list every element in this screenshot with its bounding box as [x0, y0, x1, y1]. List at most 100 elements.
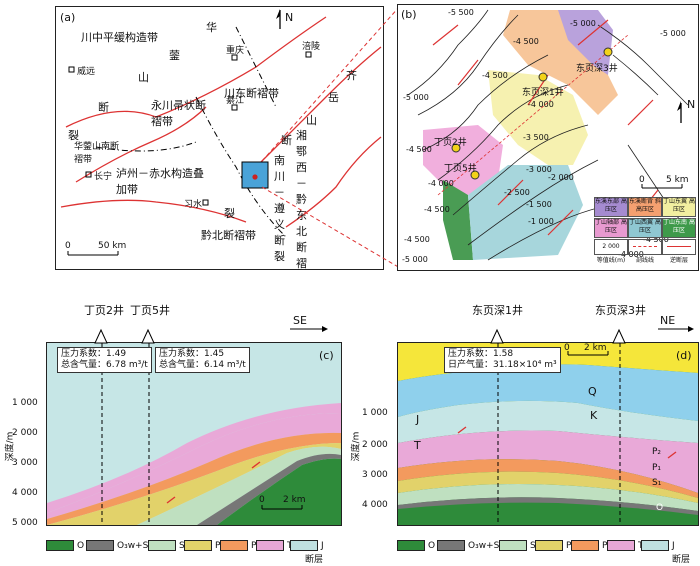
depth-tick: 5 000 [12, 518, 38, 528]
section-line-sample [628, 239, 662, 255]
depth-tick: 2 000 [362, 440, 388, 450]
region-label: 湘鄂西－黔东北断褶带 [296, 129, 307, 270]
well-label: 东页深3井 [576, 64, 618, 74]
scale-start: 0 [259, 495, 265, 505]
stratum-label: Q [588, 385, 597, 398]
contour-label: -5 500 [448, 8, 474, 17]
legend-text: O [428, 540, 436, 551]
y-axis-label: 深度/m [5, 431, 16, 462]
fault-label: 岳 [328, 91, 339, 104]
scale-start: 0 [564, 343, 570, 353]
legend-text: S₁ [179, 541, 188, 551]
depth-tick: 4 000 [362, 500, 388, 510]
legend-text: P₁ [566, 541, 575, 551]
pressure-text: 压力系数：1.45 [159, 349, 225, 359]
legend-text: 逆断层 [669, 257, 688, 264]
contour-label: -4 500 [406, 145, 432, 154]
legend-text: 剖线线 [635, 257, 654, 264]
fault-label: 断 [281, 134, 292, 147]
contour-label: -4 500 [404, 235, 430, 244]
contour-sample: 2 000 [594, 239, 628, 255]
stratum-label: P₂ [652, 447, 662, 457]
panel-d-section: (d) 压力系数：1.58 日产气量：31.18×10⁴ m³ 0 2 km Q… [397, 342, 699, 526]
legend-item: O₃w+S₁l [86, 540, 154, 551]
legend-d-fault: 断层 [672, 552, 690, 565]
legend-text: J [672, 540, 675, 551]
direction-label: SE [293, 314, 307, 327]
legend-item: J [290, 540, 324, 551]
legend-item: P₁ [535, 540, 575, 551]
legend-text: T [638, 541, 644, 551]
scale-end: 50 km [98, 241, 127, 251]
fault-label: 齐 [346, 69, 357, 82]
fault-label: 断 [98, 101, 109, 114]
fault-label: 山 [138, 71, 149, 84]
legend-text: 断层 [305, 555, 324, 565]
well-label: 丁页5井 [130, 304, 170, 317]
city-label: 威远 [77, 67, 96, 77]
depth-tick: 3 000 [362, 470, 388, 480]
well-label: 丁页2井 [434, 138, 467, 148]
legend-d: O O₃w+S₁l S₁ P₁ P₂ T J [397, 540, 697, 560]
scale-start: 0 [65, 241, 71, 251]
scale-end: 2 km [584, 343, 607, 353]
contour-label: -1 000 [528, 217, 554, 226]
legend-item: P₁ [184, 540, 224, 551]
panel-b-svg [407, 9, 697, 261]
city-label: 綦江 [226, 96, 245, 106]
legend-text: O [77, 540, 85, 551]
stratum-label: K [590, 409, 598, 422]
depth-tick: 2 000 [12, 428, 38, 438]
legend-swatch: 东溪断背 斜高压区 [628, 197, 662, 217]
panel-b-label: (b) [401, 8, 417, 21]
legend-text: S₁ [530, 541, 539, 551]
region-label: 华蓥山南断褶带 [74, 142, 120, 165]
well-info-box: 压力系数：1.49 总含气量：6.78 m³/t [57, 347, 152, 373]
well-label: 丁页2井 [84, 304, 124, 317]
depth-tick: 1 000 [362, 408, 388, 418]
gas-text: 日产气量：31.18×10⁴ m³ [448, 360, 557, 370]
contour-label: -2 500 [504, 188, 530, 197]
legend-item: S₁ [148, 540, 188, 551]
well-label: 东页深1井 [522, 88, 564, 98]
legend-text: P₂ [251, 541, 260, 551]
gas-text: 总含气量：6.14 m³/t [159, 360, 246, 370]
depth-tick: 1 000 [12, 398, 38, 408]
stratum-label: P₁ [652, 463, 662, 473]
legend-text: O₃w+S₁l [468, 540, 506, 551]
stratum-label: S₁ [652, 478, 662, 488]
contour-label: -5 000 [570, 19, 596, 28]
legend-swatch: 东溪东部 高压区 [594, 197, 628, 217]
legend-item: P₂ [220, 540, 260, 551]
fault-label: 裂 [68, 129, 79, 142]
stratum-label: J [416, 413, 420, 426]
legend-text: O₃w+S₁l [117, 540, 155, 551]
legend-text: J [321, 540, 324, 551]
region-label: 永川帚状断褶带 [151, 99, 206, 128]
legend-item: T [256, 540, 293, 551]
panel-d-svg [398, 343, 698, 525]
legend-text: P₂ [602, 541, 611, 551]
pressure-text: 压力系数：1.49 [61, 349, 127, 359]
city-label: 涪陵 [302, 42, 321, 52]
legend-text: 等值线(m) [596, 257, 626, 264]
contour-label: -4 500 [513, 37, 539, 46]
legend-swatch: 丁山东南 高压区 [662, 218, 696, 238]
well-info-box: 压力系数：1.45 总含气量：6.14 m³/t [155, 347, 250, 373]
contour-label: -4 000 [428, 179, 454, 188]
legend-item: O [46, 540, 84, 551]
legend-item: T [607, 540, 644, 551]
fault-label: 裂 [224, 207, 235, 220]
depth-tick: 4 000 [12, 488, 38, 498]
contour-label: -5 000 [402, 255, 428, 264]
scale-end: 5 km [666, 175, 689, 185]
contour-label: -4 500 [482, 71, 508, 80]
panel-c-label: (c) [319, 349, 334, 362]
north-label: N [285, 11, 294, 24]
contour-label: -1 500 [526, 200, 552, 209]
legend-text: T [287, 541, 293, 551]
city-label: 长宁 [94, 172, 113, 182]
panel-c-svg [47, 343, 341, 525]
panel-d-label: (d) [676, 349, 692, 362]
contour-label: -5 000 [403, 93, 429, 102]
